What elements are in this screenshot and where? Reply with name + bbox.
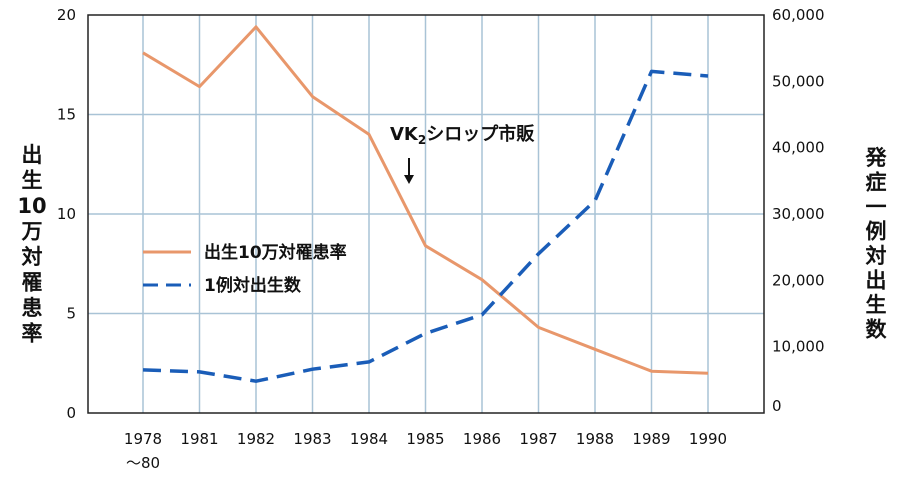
left-axis-ticks: 0 5 10 15 20 xyxy=(57,6,76,422)
left-axis-label-char: 患 xyxy=(22,296,43,320)
left-axis-label-char: 万 xyxy=(21,220,43,244)
series-layer xyxy=(142,25,709,383)
series-line-births xyxy=(142,69,709,383)
x-tick-sublabel: ～80 xyxy=(126,454,160,472)
x-tick-label: 1989 xyxy=(632,430,670,448)
left-axis-label-char: 生 xyxy=(22,169,43,193)
legend: 出生10万対罹患率 1例対出生数 xyxy=(143,242,347,296)
right-axis-label-char: 生 xyxy=(866,293,887,317)
right-tick-label: 60,000 xyxy=(772,6,825,24)
x-tick-label: 1984 xyxy=(350,430,388,448)
x-tick-label: 1978 xyxy=(124,430,162,448)
left-tick-label: 0 xyxy=(66,404,76,422)
x-tick-label: 1986 xyxy=(463,430,501,448)
left-axis-label-char: 対 xyxy=(22,245,43,269)
left-axis-label-char: 罹 xyxy=(22,271,43,295)
left-axis-label-char: 10 xyxy=(17,194,46,218)
right-axis-label-char: 症 xyxy=(866,171,887,195)
left-tick-label: 10 xyxy=(57,205,76,223)
annotation-main: VK xyxy=(390,124,419,145)
x-tick-label: 1983 xyxy=(293,430,331,448)
right-axis-ticks: 0 10,000 20,000 30,000 40,000 50,000 60,000 xyxy=(772,6,825,415)
annotation-text: VK2シロップ市販 xyxy=(390,123,535,147)
right-tick-label: 50,000 xyxy=(772,72,825,90)
right-axis-label-char: 出 xyxy=(866,269,887,293)
left-tick-label: 15 xyxy=(57,106,76,124)
right-tick-label: 0 xyxy=(772,397,782,415)
annotation-arrow-head xyxy=(404,175,414,184)
x-tick-label: 1981 xyxy=(180,430,218,448)
x-tick-label: 1990 xyxy=(689,430,727,448)
left-tick-label: 20 xyxy=(57,6,76,24)
grid xyxy=(88,15,764,413)
x-tick-label: 1987 xyxy=(519,430,557,448)
legend-label-births: 1例対出生数 xyxy=(204,275,302,296)
right-tick-label: 30,000 xyxy=(772,205,825,223)
left-axis-label-char: 率 xyxy=(22,322,43,346)
annotation-subscript: 2 xyxy=(418,133,426,147)
annotation-rest: シロップ市販 xyxy=(426,123,535,145)
right-tick-label: 10,000 xyxy=(772,338,825,356)
left-axis-label-char: 出 xyxy=(22,143,43,167)
annotation: VK2シロップ市販 xyxy=(390,123,535,184)
right-axis-label-char: 数 xyxy=(866,318,888,342)
x-axis-ticks: 1978 ～80 1981 1982 1983 1984 1985 1986 1987 1988 1… xyxy=(124,430,727,472)
left-axis-label: 出生10万対罹患率 xyxy=(17,143,46,346)
right-axis-label-char: 一 xyxy=(866,195,887,219)
right-axis-label-char: 例 xyxy=(866,220,887,244)
right-axis-label-char: 対 xyxy=(866,244,887,268)
legend-label-rate: 出生10万対罹患率 xyxy=(204,242,347,263)
x-tick-label: 1982 xyxy=(237,430,275,448)
left-tick-label: 5 xyxy=(66,305,76,323)
right-tick-label: 20,000 xyxy=(772,271,825,289)
x-tick-label: 1988 xyxy=(576,430,614,448)
series-line-rate xyxy=(142,25,709,375)
plot-frame xyxy=(87,14,765,414)
right-axis-label-char: 発 xyxy=(865,146,888,170)
right-tick-label: 40,000 xyxy=(772,139,825,157)
x-tick-label: 1985 xyxy=(406,430,444,448)
